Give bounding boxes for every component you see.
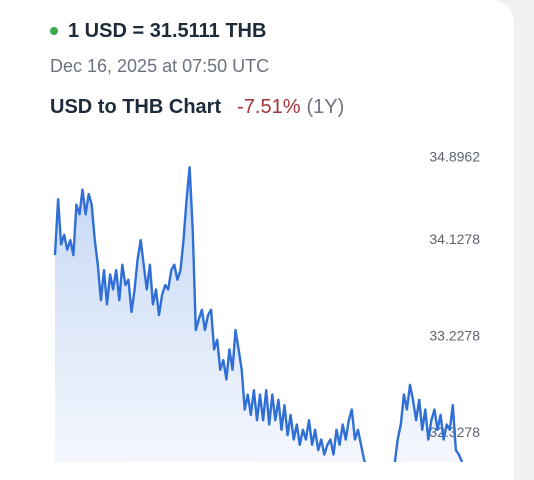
timestamp: Dec 16, 2025 at 07:50 UTC	[50, 56, 270, 76]
plot	[53, 166, 464, 462]
period: (1Y)	[306, 96, 345, 118]
chart-heading: USD to THB Chart -7.51% (1Y)	[50, 96, 344, 119]
exchange-rate: 1 USD = 31.5111 THB	[68, 20, 267, 42]
chart-title: USD to THB Chart	[50, 96, 222, 118]
change: -7.51%	[237, 96, 301, 118]
y-tick-label: 34.1278	[429, 231, 480, 247]
area	[55, 167, 462, 462]
line	[53, 166, 464, 462]
status-dot	[50, 27, 58, 35]
page: {"header": {"rate": "1 USD = 31.5111 THB…	[0, 0, 514, 480]
y-tick-label: 33.2278	[429, 327, 480, 343]
y-tick-label: 34.8962	[429, 149, 480, 165]
